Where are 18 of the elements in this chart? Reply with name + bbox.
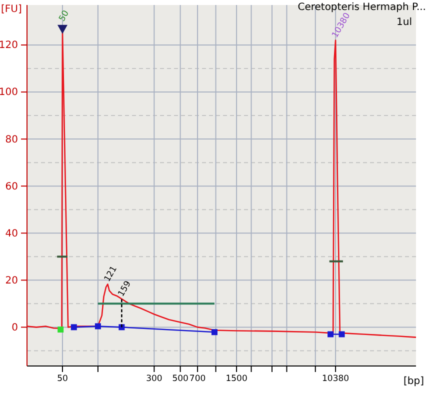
y-tick-label: 120	[0, 40, 18, 52]
x-tick-label: 300	[146, 374, 162, 384]
x-tick-label: 50	[57, 374, 68, 384]
chart-title: Ceretopteris Hermaph P...	[298, 2, 426, 13]
annotation: 50	[57, 8, 72, 24]
y-tick-label: 0	[12, 322, 18, 334]
y-tick-label: 40	[5, 228, 18, 240]
x-tick-label: 10380	[322, 374, 350, 384]
y-tick-label: 80	[5, 134, 18, 146]
x-tick-label: 700	[189, 374, 206, 384]
text: 1ul	[396, 17, 412, 28]
x-axis-title: [bp]	[404, 376, 424, 387]
x-tick-label: 500	[172, 374, 188, 384]
y-tick-label: 20	[5, 275, 18, 286]
x-tick-label: 1500	[226, 374, 248, 384]
y-axis-title: [FU]	[1, 4, 22, 15]
y-tick-label: 60	[5, 181, 18, 192]
y-tick-label: 100	[0, 87, 18, 98]
